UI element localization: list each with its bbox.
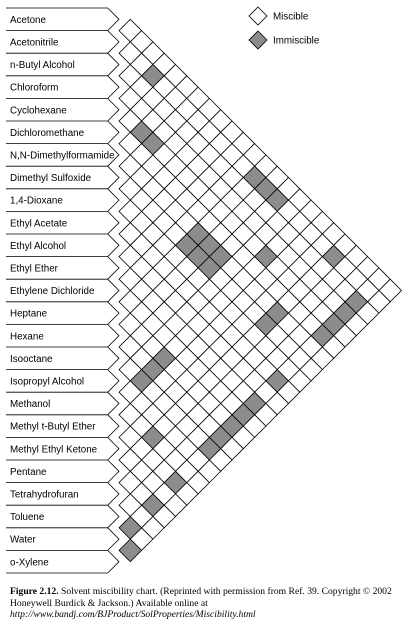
row-label-text: Toluene bbox=[10, 512, 45, 523]
caption-url: http://www.bandj.com/BJProduct/SolProper… bbox=[10, 609, 256, 620]
row-label-0: Acetone bbox=[6, 8, 119, 31]
row-label-text: Methanol bbox=[10, 399, 50, 410]
row-label-text: Ethyl Acetate bbox=[10, 218, 68, 229]
row-label-13: Heptane bbox=[6, 302, 119, 325]
cell-grid bbox=[119, 19, 402, 561]
row-label-text: Heptane bbox=[10, 309, 48, 320]
row-label-10: Ethyl Alcohol bbox=[6, 234, 119, 257]
row-label-text: N,N-Dimethylformamide bbox=[10, 151, 115, 162]
row-label-9: Ethyl Acetate bbox=[6, 211, 119, 234]
caption-figure-label: Figure 2.12. bbox=[10, 586, 59, 597]
row-label-12: Ethylene Dichloride bbox=[6, 279, 119, 302]
row-label-text: Cyclohexane bbox=[10, 105, 67, 116]
row-label-16: Isopropyl Alcohol bbox=[6, 370, 119, 393]
row-label-text: Hexane bbox=[10, 331, 44, 342]
row-label-11: Ethyl Ether bbox=[6, 257, 119, 280]
row-label-4: Cyclohexane bbox=[6, 98, 119, 121]
legend: Miscible Immiscible bbox=[249, 7, 320, 49]
row-label-text: Isopropyl Alcohol bbox=[10, 377, 84, 388]
row-label-text: n-Butyl Alcohol bbox=[10, 60, 75, 71]
legend-swatch bbox=[249, 31, 267, 49]
legend-label: Immiscible bbox=[273, 36, 320, 47]
row-label-text: Methyl t-Butyl Ether bbox=[10, 422, 96, 433]
row-label-15: Isooctane bbox=[6, 347, 119, 370]
row-label-text: Isooctane bbox=[10, 354, 53, 365]
row-label-text: Acetone bbox=[10, 15, 47, 26]
row-label-14: Hexane bbox=[6, 324, 119, 347]
row-label-5: Dichloromethane bbox=[6, 121, 119, 144]
legend-swatch bbox=[249, 7, 267, 25]
row-label-text: Water bbox=[10, 535, 37, 546]
caption-text: Solvent miscibility chart. (Reprinted wi… bbox=[10, 586, 392, 609]
row-label-text: Pentane bbox=[10, 467, 47, 478]
figure-caption: Figure 2.12. Solvent miscibility chart. … bbox=[10, 586, 402, 621]
row-label-3: Chloroform bbox=[6, 76, 119, 99]
row-label-text: o-Xylene bbox=[10, 557, 49, 568]
row-label-2: n-Butyl Alcohol bbox=[6, 53, 119, 76]
row-label-17: Methanol bbox=[6, 392, 119, 415]
row-label-text: Ethyl Alcohol bbox=[10, 241, 66, 252]
row-label-text: Ethyl Ether bbox=[10, 264, 59, 275]
row-label-22: Toluene bbox=[6, 505, 119, 528]
row-label-text: Tetrahydrofuran bbox=[10, 490, 79, 501]
row-label-6: N,N-Dimethylformamide bbox=[6, 144, 119, 167]
legend-entry-miscible: Miscible bbox=[249, 7, 309, 25]
row-label-20: Pentane bbox=[6, 460, 119, 483]
row-labels: Acetone Acetonitrile n-Butyl Alcohol Chloro… bbox=[6, 8, 119, 573]
legend-entry-immiscible: Immiscible bbox=[249, 31, 320, 49]
row-label-8: 1,4-Dioxane bbox=[6, 189, 119, 212]
row-label-text: Dimethyl Sulfoxide bbox=[10, 173, 92, 184]
row-label-23: Water bbox=[6, 528, 119, 551]
legend-label: Miscible bbox=[273, 12, 309, 23]
row-label-text: Dichloromethane bbox=[10, 128, 85, 139]
miscibility-chart: Acetone Acetonitrile n-Butyl Alcohol Chloro… bbox=[0, 0, 409, 585]
row-label-text: Chloroform bbox=[10, 83, 58, 94]
row-label-21: Tetrahydrofuran bbox=[6, 483, 119, 506]
row-label-text: 1,4-Dioxane bbox=[10, 196, 63, 207]
row-label-text: Ethylene Dichloride bbox=[10, 286, 95, 297]
row-label-1: Acetonitrile bbox=[6, 31, 119, 54]
row-label-7: Dimethyl Sulfoxide bbox=[6, 166, 119, 189]
row-label-18: Methyl t-Butyl Ether bbox=[6, 415, 119, 438]
row-label-24: o-Xylene bbox=[6, 550, 119, 573]
row-label-19: Methyl Ethyl Ketone bbox=[6, 437, 119, 460]
row-label-text: Methyl Ethyl Ketone bbox=[10, 444, 98, 455]
row-label-text: Acetonitrile bbox=[10, 38, 59, 49]
